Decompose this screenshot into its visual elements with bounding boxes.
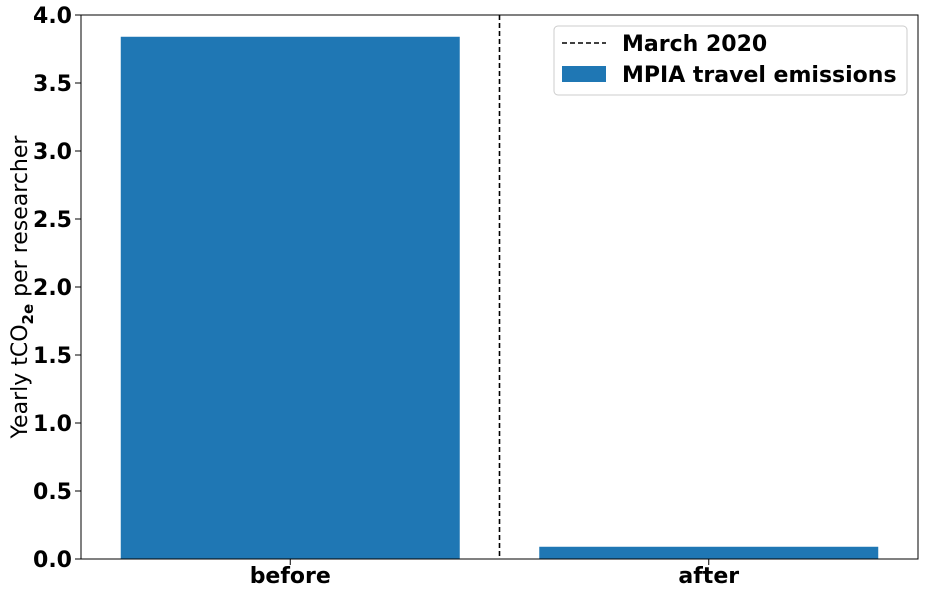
y-tick-label: 1.0 xyxy=(33,412,72,437)
y-tick-label: 3.0 xyxy=(33,140,72,165)
y-axis-title-subscript: 2e xyxy=(19,304,37,325)
y-tick-label: 0.0 xyxy=(33,548,72,573)
y-tick-label: 2.0 xyxy=(33,276,72,301)
legend-label-march-2020: March 2020 xyxy=(622,32,767,57)
bars-layer xyxy=(120,36,879,559)
legend-label-mpia-travel-emissions: MPIA travel emissions xyxy=(622,63,897,88)
x-axis-ticks: before after xyxy=(250,559,739,589)
y-axis-title: Yearly tCO2e per researcher xyxy=(8,135,37,440)
y-tick-label: 2.5 xyxy=(33,208,72,233)
x-tick-label-before: before xyxy=(250,564,331,589)
y-tick-label: 0.5 xyxy=(33,480,72,505)
bar-before xyxy=(120,36,460,559)
y-tick-label: 4.0 xyxy=(33,4,72,29)
y-tick-label: 1.5 xyxy=(33,344,72,369)
bar-after xyxy=(539,546,879,559)
legend-box xyxy=(553,25,908,96)
y-tick-label: 3.5 xyxy=(33,72,72,97)
y-axis-title-main: Yearly tCO xyxy=(8,324,33,439)
y-axis-ticks: 0.0 0.5 1.0 1.5 2.0 2.5 3.0 3.5 4.0 xyxy=(33,4,81,573)
x-tick-label-after: after xyxy=(678,564,739,589)
legend-swatch-mpia-travel-emissions xyxy=(562,66,606,82)
legend: March 2020 MPIA travel emissions xyxy=(553,25,908,96)
y-axis-title-rest: per researcher xyxy=(8,135,33,304)
